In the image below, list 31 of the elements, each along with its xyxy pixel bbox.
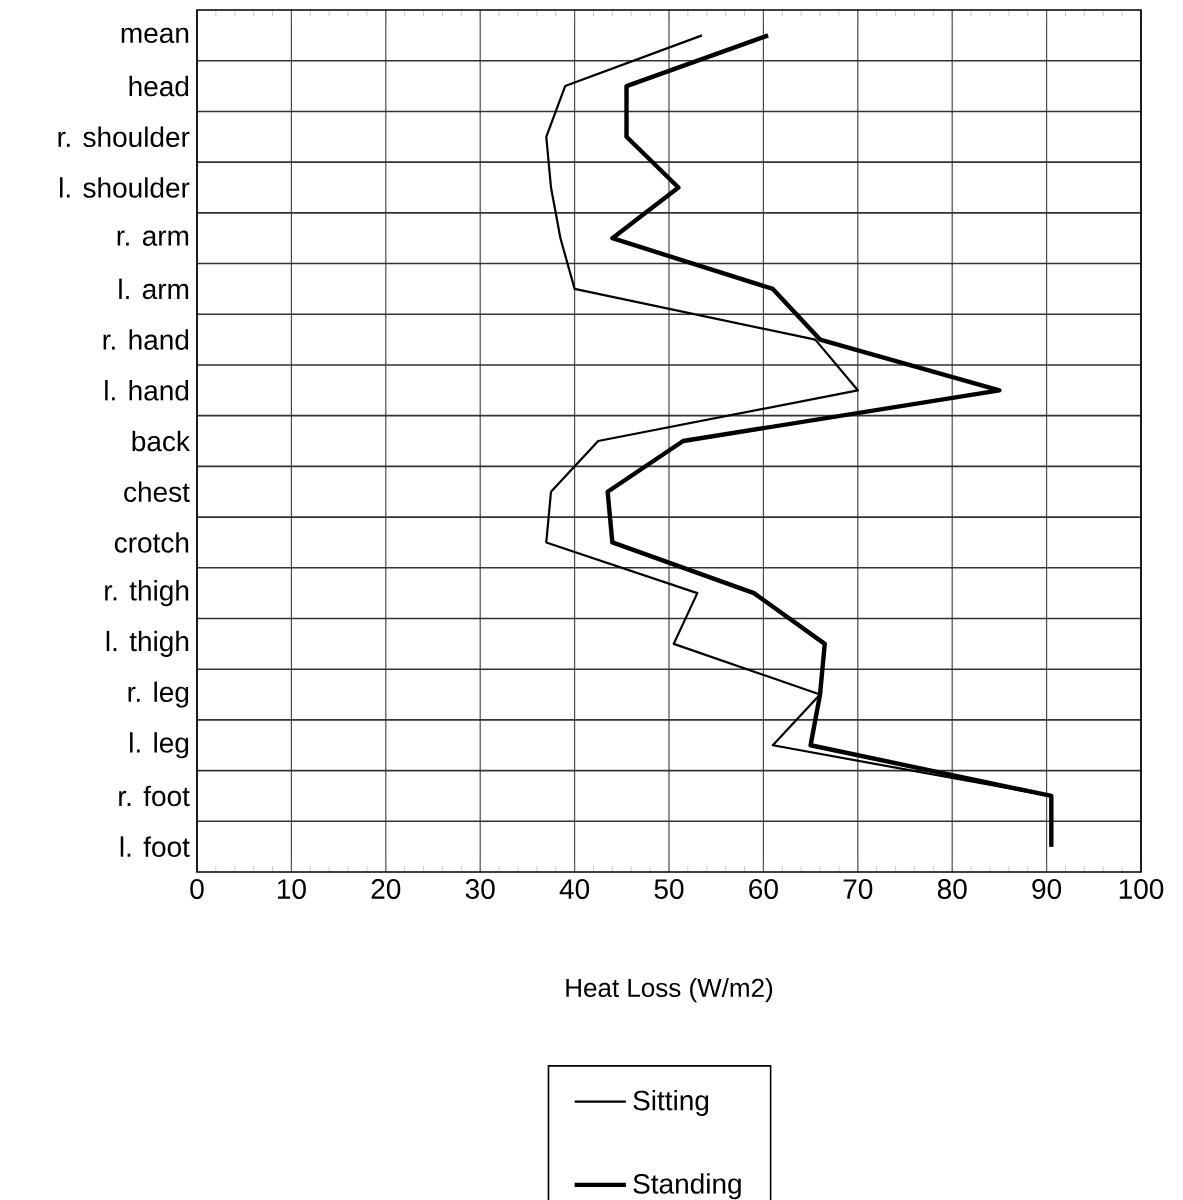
x-tick-label: 40 bbox=[559, 879, 590, 899]
y-tick-label: chest bbox=[124, 481, 190, 503]
y-tick-label: back bbox=[132, 430, 190, 452]
legend-label: Standing bbox=[633, 1173, 741, 1200]
y-tick-label: l. leg bbox=[130, 732, 189, 759]
x-tick-label: 100 bbox=[1119, 879, 1164, 899]
y-tick-label: crotch bbox=[114, 532, 189, 553]
y-tick-label: mean bbox=[121, 27, 189, 44]
y-tick-label: r. thigh bbox=[105, 580, 189, 607]
y-tick-label: r. arm bbox=[117, 230, 189, 246]
x-tick-label: 60 bbox=[749, 879, 778, 899]
y-tick-label: r. leg bbox=[128, 681, 189, 708]
x-tick-label: 80 bbox=[937, 879, 967, 899]
x-tick-label: 90 bbox=[1032, 879, 1062, 899]
y-tick-label: l. thigh bbox=[106, 630, 189, 657]
x-tick-label: 20 bbox=[371, 879, 401, 899]
x-tick-label: 70 bbox=[843, 879, 873, 899]
legend-label: Sitting bbox=[633, 1089, 709, 1116]
y-tick-label: l. arm bbox=[119, 278, 189, 300]
y-tick-label: head bbox=[129, 75, 189, 97]
y-tick-label: l. shoulder bbox=[60, 177, 190, 198]
y-tick-label: l. foot bbox=[120, 836, 190, 857]
x-axis-title: Heat Loss (W/m2) bbox=[566, 977, 773, 1003]
x-tick-label: 30 bbox=[465, 879, 495, 899]
y-tick-label: r. foot bbox=[119, 785, 190, 807]
y-tick-label: r. hand bbox=[103, 329, 189, 350]
x-tick-label: 50 bbox=[654, 879, 684, 899]
x-tick-label: 10 bbox=[277, 879, 306, 899]
y-tick-label: r. shoulder bbox=[58, 126, 190, 148]
x-tick-label: 0 bbox=[190, 879, 204, 899]
y-tick-label: l. hand bbox=[105, 380, 189, 401]
